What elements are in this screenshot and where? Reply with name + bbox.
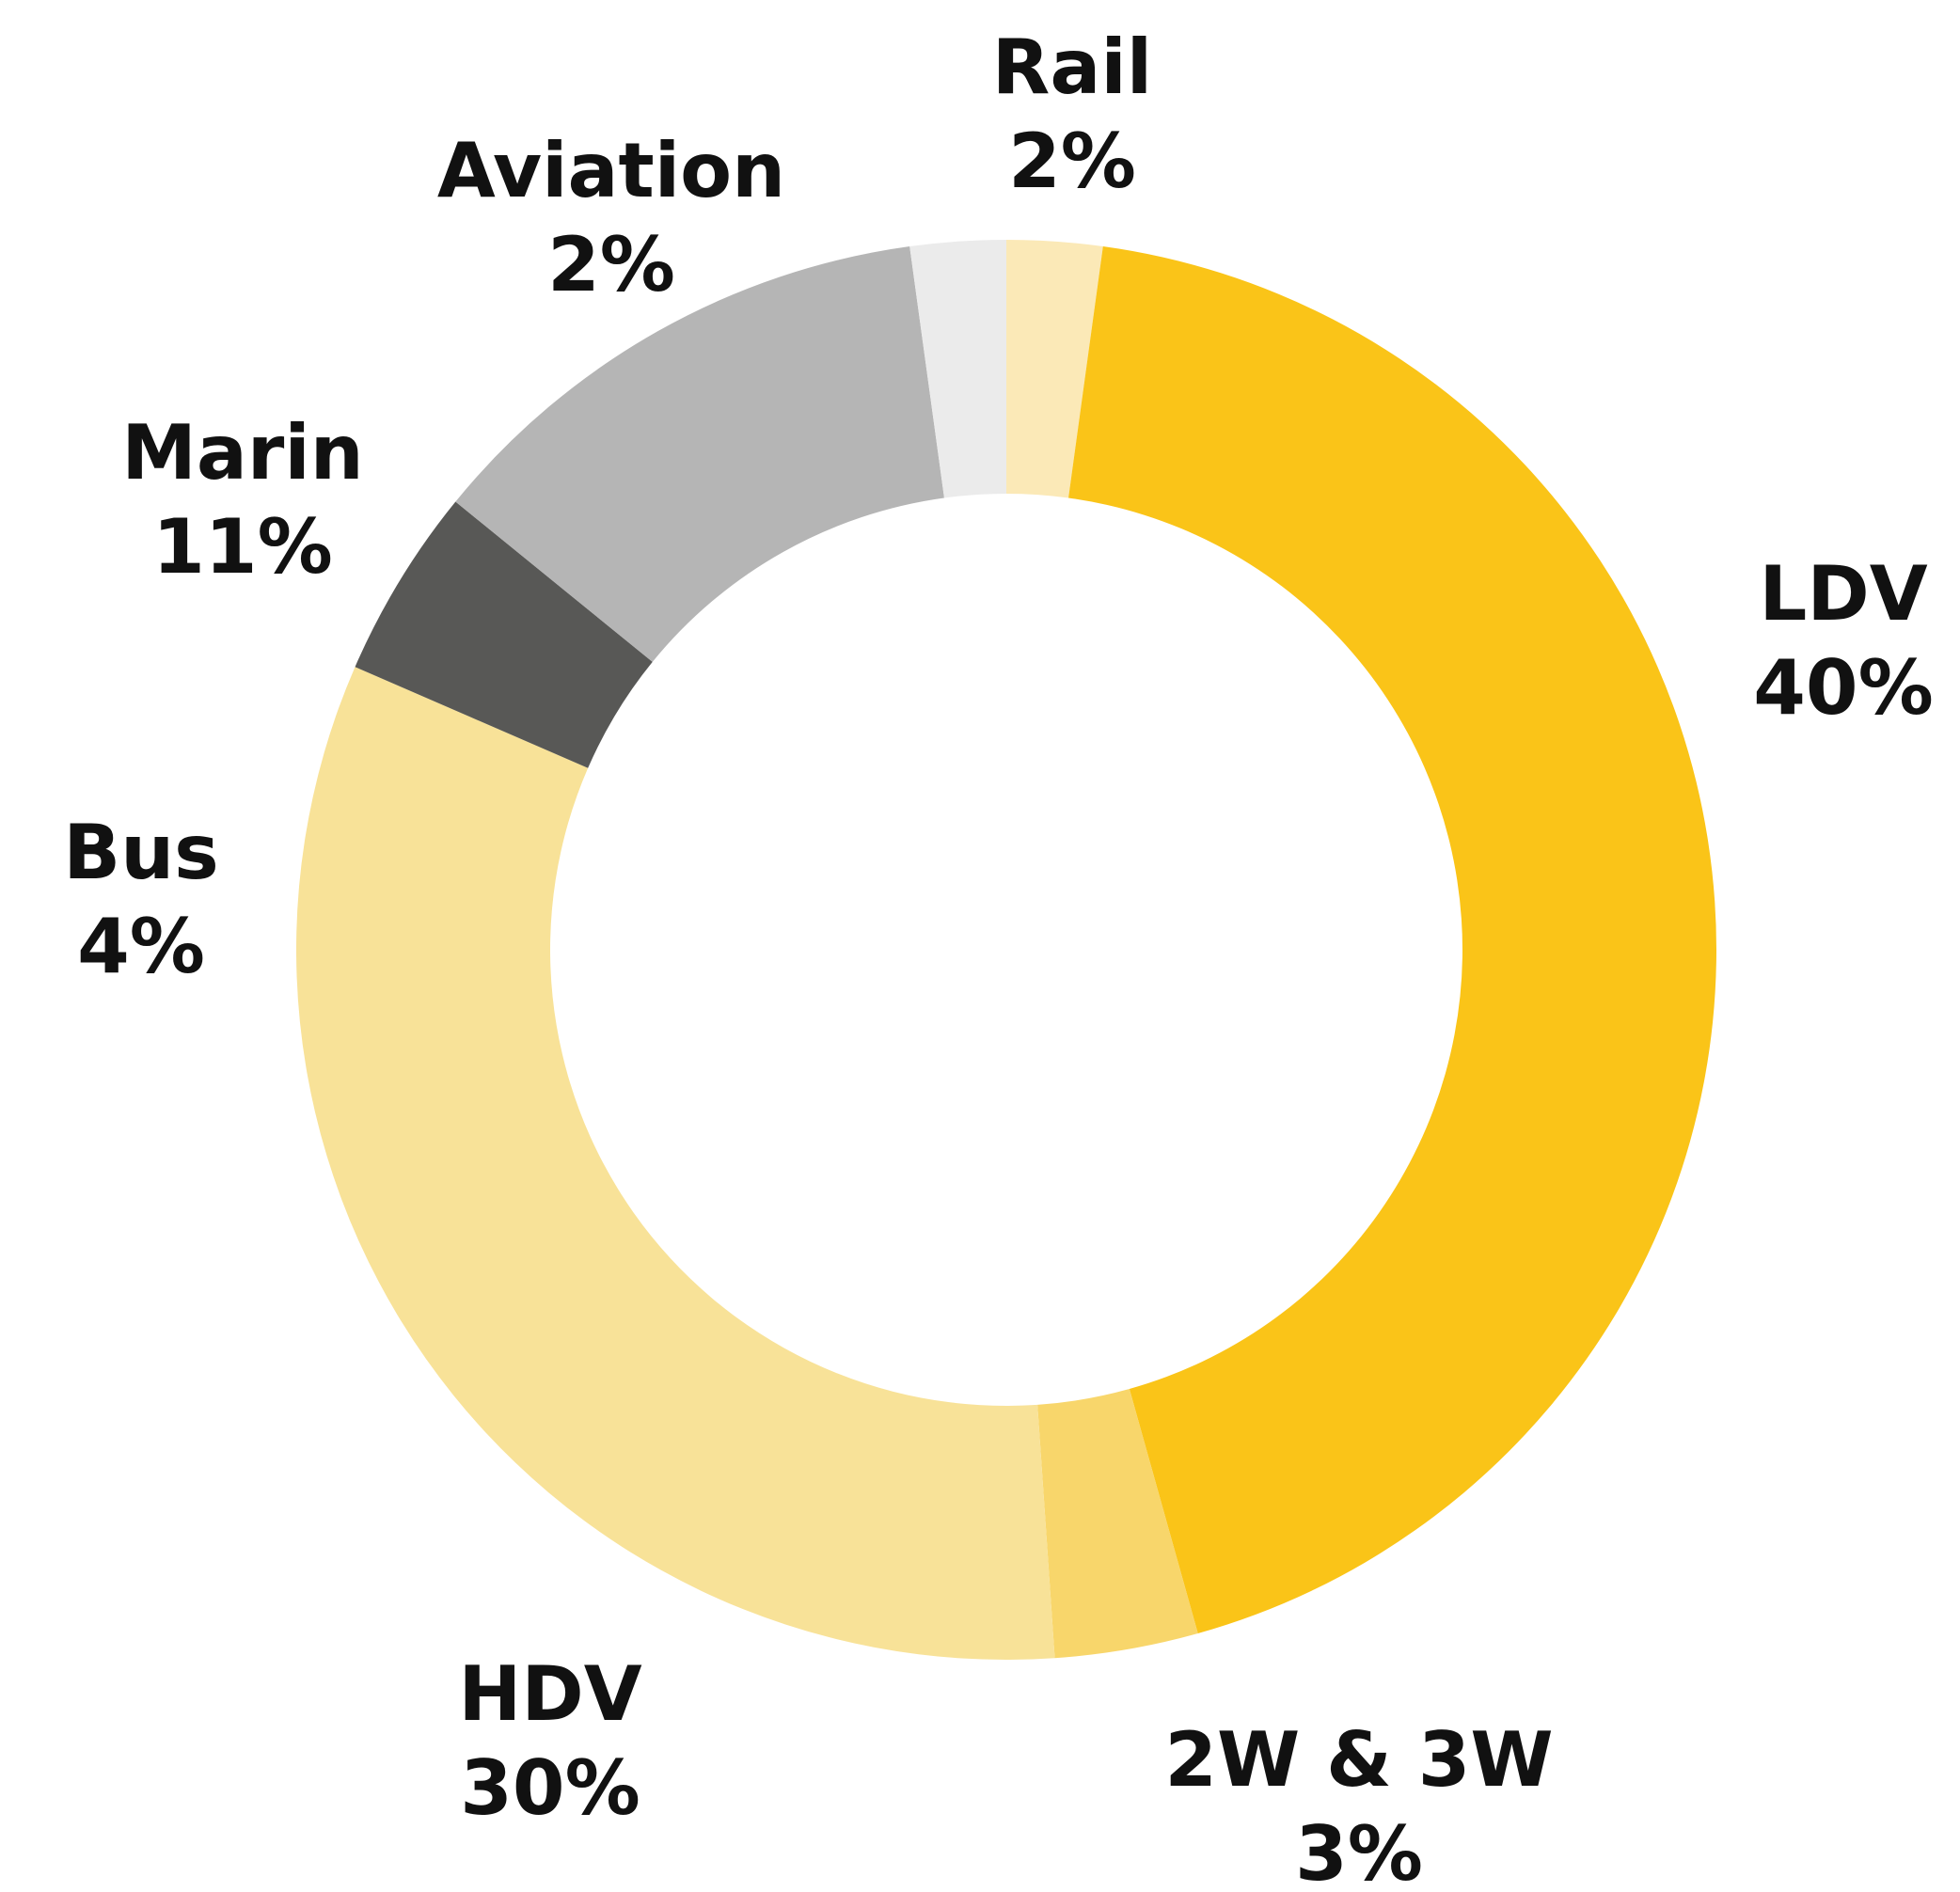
slice-value-2w-3w: 3% [1295,1810,1423,1892]
slices-group [295,240,1717,1660]
slice-label-rail: Rail [992,24,1152,111]
slice-rail [1006,240,1103,498]
slice-2w-3w [1037,1389,1198,1659]
slice-hdv [295,667,1055,1660]
slice-value-marin: 11% [152,503,332,591]
slice-label-2w-3w: 2W & 3W [1164,1716,1553,1804]
slice-marin [455,246,944,662]
slice-value-bus: 4% [77,903,205,990]
slice-label-marin: Marin [121,409,363,497]
slice-value-ldv: 40% [1753,644,1933,732]
slice-label-hdv: HDV [458,1650,641,1738]
slice-value-aviation: 2% [547,221,675,308]
slice-value-rail: 2% [1008,118,1136,205]
slice-aviation [909,240,1006,498]
slice-label-aviation: Aviation [437,127,785,214]
slice-bus [355,501,653,768]
slice-label-bus: Bus [63,809,219,896]
slice-ldv [1068,246,1717,1634]
slice-value-hdv: 30% [460,1744,640,1832]
slice-label-ldv: LDV [1759,550,1927,638]
